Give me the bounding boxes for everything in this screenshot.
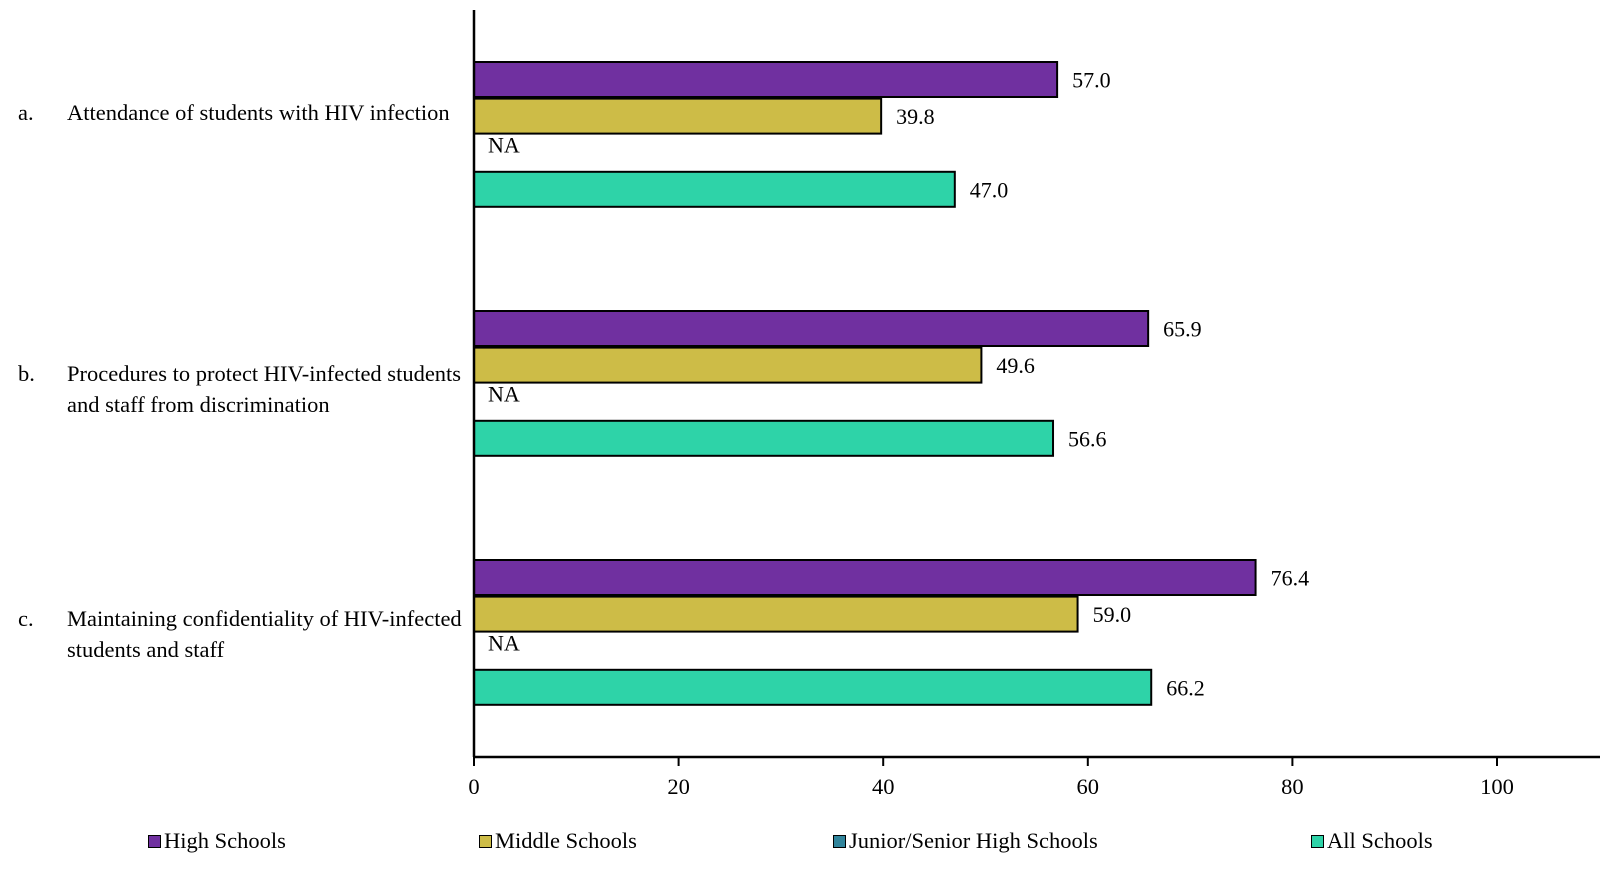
x-tick-label: 60 xyxy=(1077,774,1100,799)
bar-value-label: 49.6 xyxy=(996,353,1034,378)
category-letter: a. xyxy=(18,100,34,125)
bar xyxy=(473,97,883,135)
bar xyxy=(473,419,1055,457)
category-letter: b. xyxy=(18,361,35,386)
bar-value-label: 57.0 xyxy=(1072,68,1111,93)
x-tick-label: 40 xyxy=(872,774,895,799)
bar-value-label: NA xyxy=(488,631,520,656)
x-tick-label: 20 xyxy=(667,774,690,799)
legend-label: High Schools xyxy=(164,828,286,853)
x-tick-label: 0 xyxy=(468,774,479,799)
legend-item: Middle Schools xyxy=(479,826,637,856)
bar xyxy=(473,668,1153,706)
legend-item: Junior/Senior High Schools xyxy=(833,826,1098,856)
bar-value-label: 59.0 xyxy=(1093,602,1132,627)
bar-value-label: 47.0 xyxy=(970,177,1009,202)
bar xyxy=(473,559,1257,596)
bar-value-label: NA xyxy=(488,382,520,407)
x-tick-label: 100 xyxy=(1480,774,1514,799)
bar-value-label: 66.2 xyxy=(1166,675,1205,700)
category-text: Procedures to protect HIV-infected stude… xyxy=(67,361,462,417)
legend-label: Junior/Senior High Schools xyxy=(849,828,1098,853)
bar xyxy=(473,310,1150,347)
category-text: Attendance of students with HIV infectio… xyxy=(67,100,450,125)
bar-value-label: NA xyxy=(488,133,520,158)
bar xyxy=(473,170,956,208)
legend-swatch xyxy=(479,834,492,848)
category-letter: c. xyxy=(18,606,34,631)
legend-label: All Schools xyxy=(1327,828,1433,853)
bar xyxy=(473,595,1079,633)
legend-swatch xyxy=(833,834,846,848)
bar-value-label: 76.4 xyxy=(1271,566,1310,591)
x-tick-label: 80 xyxy=(1281,774,1304,799)
legend-swatch xyxy=(148,834,161,848)
legend-swatch xyxy=(1311,834,1324,848)
legend-label: Middle Schools xyxy=(495,828,637,853)
bar-value-label: 39.8 xyxy=(896,104,935,129)
bar-value-label: 65.9 xyxy=(1163,317,1202,342)
legend-item: All Schools xyxy=(1311,826,1433,856)
bar xyxy=(473,61,1059,98)
bar-value-label: 56.6 xyxy=(1068,426,1107,451)
category-text: Maintaining confidentiality of HIV-infec… xyxy=(67,606,462,662)
legend-item: High Schools xyxy=(148,826,286,856)
bar xyxy=(473,346,983,384)
